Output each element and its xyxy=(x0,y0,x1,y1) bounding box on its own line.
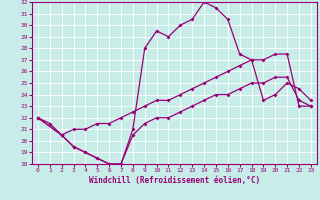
X-axis label: Windchill (Refroidissement éolien,°C): Windchill (Refroidissement éolien,°C) xyxy=(89,176,260,185)
